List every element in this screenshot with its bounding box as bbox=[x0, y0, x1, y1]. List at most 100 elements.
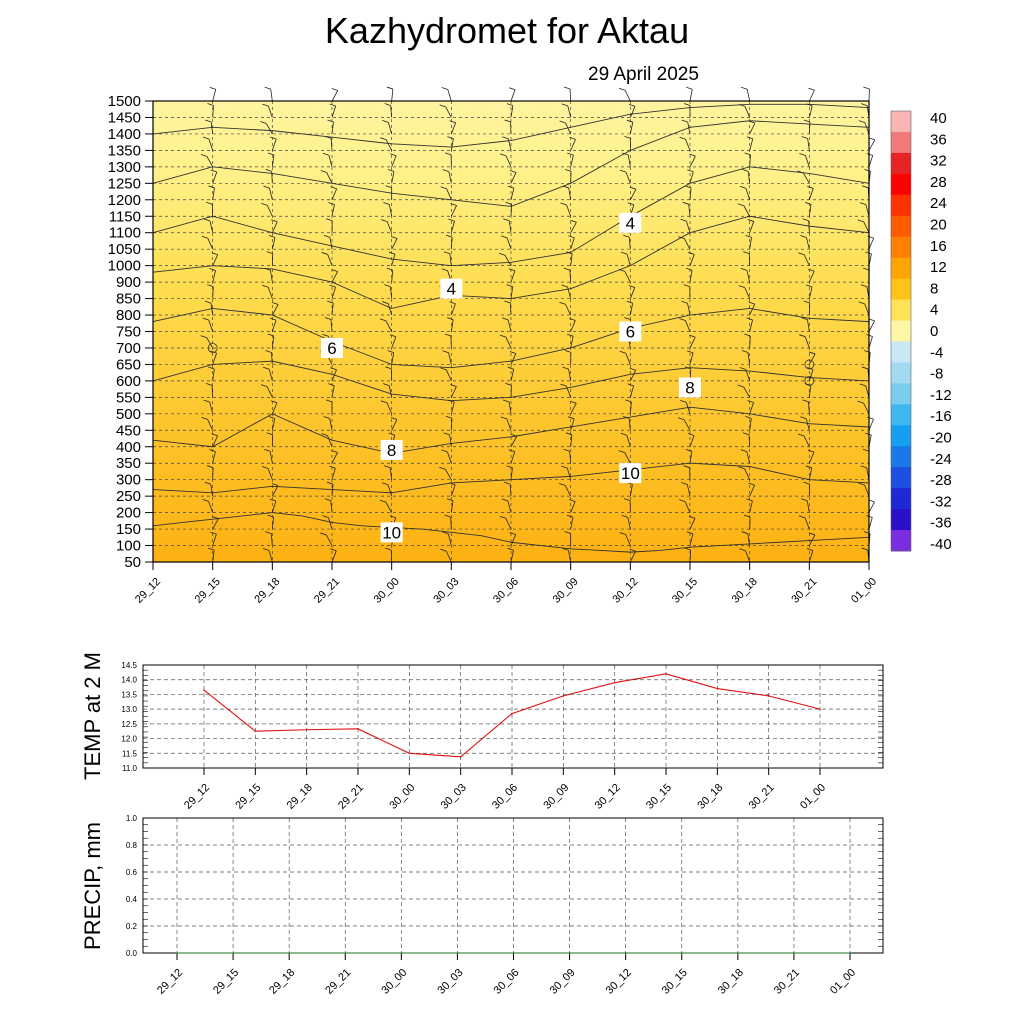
wind-barb bbox=[331, 385, 335, 398]
temp-2m-panel: 11.0 11.5 12.0 12.5 13.0 13.5 14.0 14.5 29_12 29_… bbox=[80, 652, 884, 812]
wind-barb-flag bbox=[683, 103, 691, 106]
wind-barb bbox=[266, 386, 273, 398]
wind-barb-flag bbox=[624, 136, 631, 139]
wind-barb bbox=[808, 353, 816, 365]
wind-barb-flag bbox=[504, 300, 511, 304]
wind-barb bbox=[744, 106, 751, 118]
x-tick-label: 30_00 bbox=[379, 967, 409, 997]
wind-barb bbox=[566, 468, 572, 480]
wind-barb-flag bbox=[210, 531, 217, 535]
wind-barb bbox=[329, 418, 333, 431]
wind-barb bbox=[212, 550, 215, 563]
wind-barb bbox=[271, 517, 274, 530]
wind-barb-flag bbox=[802, 399, 809, 403]
wind-barb-flag bbox=[501, 317, 509, 321]
wind-barb-flag bbox=[382, 301, 389, 304]
wind-barb-flag bbox=[804, 201, 812, 205]
wind-barb bbox=[510, 270, 516, 283]
wind-barb-flag bbox=[570, 219, 577, 223]
wind-barb bbox=[629, 385, 635, 398]
wind-barb bbox=[212, 187, 215, 200]
wind-barb bbox=[743, 386, 751, 398]
wind-barb bbox=[868, 139, 876, 151]
x-tick-label: 30_09 bbox=[548, 967, 578, 997]
wind-barb-flag bbox=[208, 547, 215, 551]
wind-barb bbox=[863, 221, 870, 233]
data-point bbox=[624, 952, 627, 954]
wind-barb bbox=[570, 253, 573, 266]
wind-barb bbox=[330, 500, 333, 513]
wind-barb-flag bbox=[740, 449, 747, 452]
contour-label: 8 bbox=[685, 378, 694, 397]
wind-barb bbox=[570, 155, 574, 167]
x-tick-label: 29_21 bbox=[323, 967, 353, 997]
wind-barb-flag bbox=[562, 366, 569, 370]
wind-barb bbox=[212, 368, 215, 381]
wind-barb bbox=[689, 270, 693, 283]
wind-barb-flag bbox=[212, 516, 219, 519]
colorbar-swatch bbox=[891, 215, 911, 238]
wind-barb bbox=[450, 484, 456, 497]
wind-barb-flag bbox=[331, 88, 338, 91]
wind-barb-flag bbox=[439, 104, 446, 108]
wind-barb-flag bbox=[868, 318, 875, 322]
wind-barb bbox=[331, 188, 338, 200]
wind-barb-flag bbox=[619, 169, 627, 173]
wind-barb bbox=[808, 204, 812, 217]
wind-barb-flag bbox=[266, 251, 273, 255]
wind-barb-flag bbox=[684, 547, 691, 551]
wind-barb-flag bbox=[748, 120, 756, 124]
colorbar-swatch bbox=[891, 467, 911, 489]
wind-barb bbox=[627, 154, 631, 167]
colorbar-swatch bbox=[891, 111, 911, 133]
wind-barb-flag bbox=[321, 252, 328, 255]
x-tick-label: 29_18 bbox=[267, 967, 297, 997]
y-tick-label: 1050 bbox=[108, 241, 141, 258]
wind-barb bbox=[391, 89, 394, 102]
y-tick-label: 700 bbox=[116, 340, 141, 357]
x-tick-label: 30_06 bbox=[490, 782, 520, 812]
wind-barb bbox=[391, 155, 397, 168]
y-tick-label: 0.6 bbox=[126, 868, 138, 877]
wind-barb bbox=[327, 254, 333, 266]
wind-barb-flag bbox=[204, 300, 212, 304]
wind-barb bbox=[329, 237, 333, 250]
wind-barb bbox=[505, 336, 512, 349]
wind-barb-flag bbox=[682, 201, 689, 205]
wind-barb-flag bbox=[268, 235, 276, 238]
wind-barb-flag bbox=[564, 531, 571, 534]
wind-barb bbox=[391, 253, 396, 266]
wind-barb-flag bbox=[269, 317, 277, 321]
wind-barb-flag bbox=[685, 267, 693, 271]
wind-barb bbox=[689, 352, 694, 365]
wind-barb bbox=[627, 517, 631, 530]
wind-barb-flag bbox=[263, 366, 270, 370]
wind-barb-flag bbox=[742, 169, 749, 172]
wind-barb bbox=[510, 369, 515, 381]
wind-barb-flag bbox=[260, 384, 268, 387]
wind-barb bbox=[450, 402, 455, 414]
wind-barb-flag bbox=[209, 268, 216, 271]
wind-barb-flag bbox=[679, 318, 686, 321]
wind-barb-flag bbox=[806, 103, 813, 107]
colorbar-swatch bbox=[891, 194, 911, 217]
wind-barb-flag bbox=[330, 367, 337, 371]
wind-barb-flag bbox=[866, 153, 873, 156]
wind-barb-flag bbox=[201, 235, 208, 239]
x-tick-label: 30_03 bbox=[435, 967, 465, 997]
wind-barb-flag bbox=[500, 235, 508, 239]
wind-barb bbox=[210, 484, 214, 497]
wind-barb bbox=[685, 139, 691, 151]
wind-barb bbox=[504, 255, 512, 266]
wind-barb bbox=[271, 304, 279, 316]
y-tick-label: 14.5 bbox=[121, 661, 137, 670]
contour-line bbox=[152, 120, 870, 207]
wind-barb bbox=[447, 89, 452, 102]
x-tick-label: 29_18 bbox=[252, 576, 282, 606]
wind-barb-flag bbox=[863, 86, 870, 90]
contour-label: 4 bbox=[626, 214, 635, 233]
wind-barb-flag bbox=[738, 104, 746, 107]
wind-barb bbox=[386, 402, 393, 414]
wind-barb-flag bbox=[387, 350, 394, 353]
wind-barb bbox=[628, 237, 631, 250]
